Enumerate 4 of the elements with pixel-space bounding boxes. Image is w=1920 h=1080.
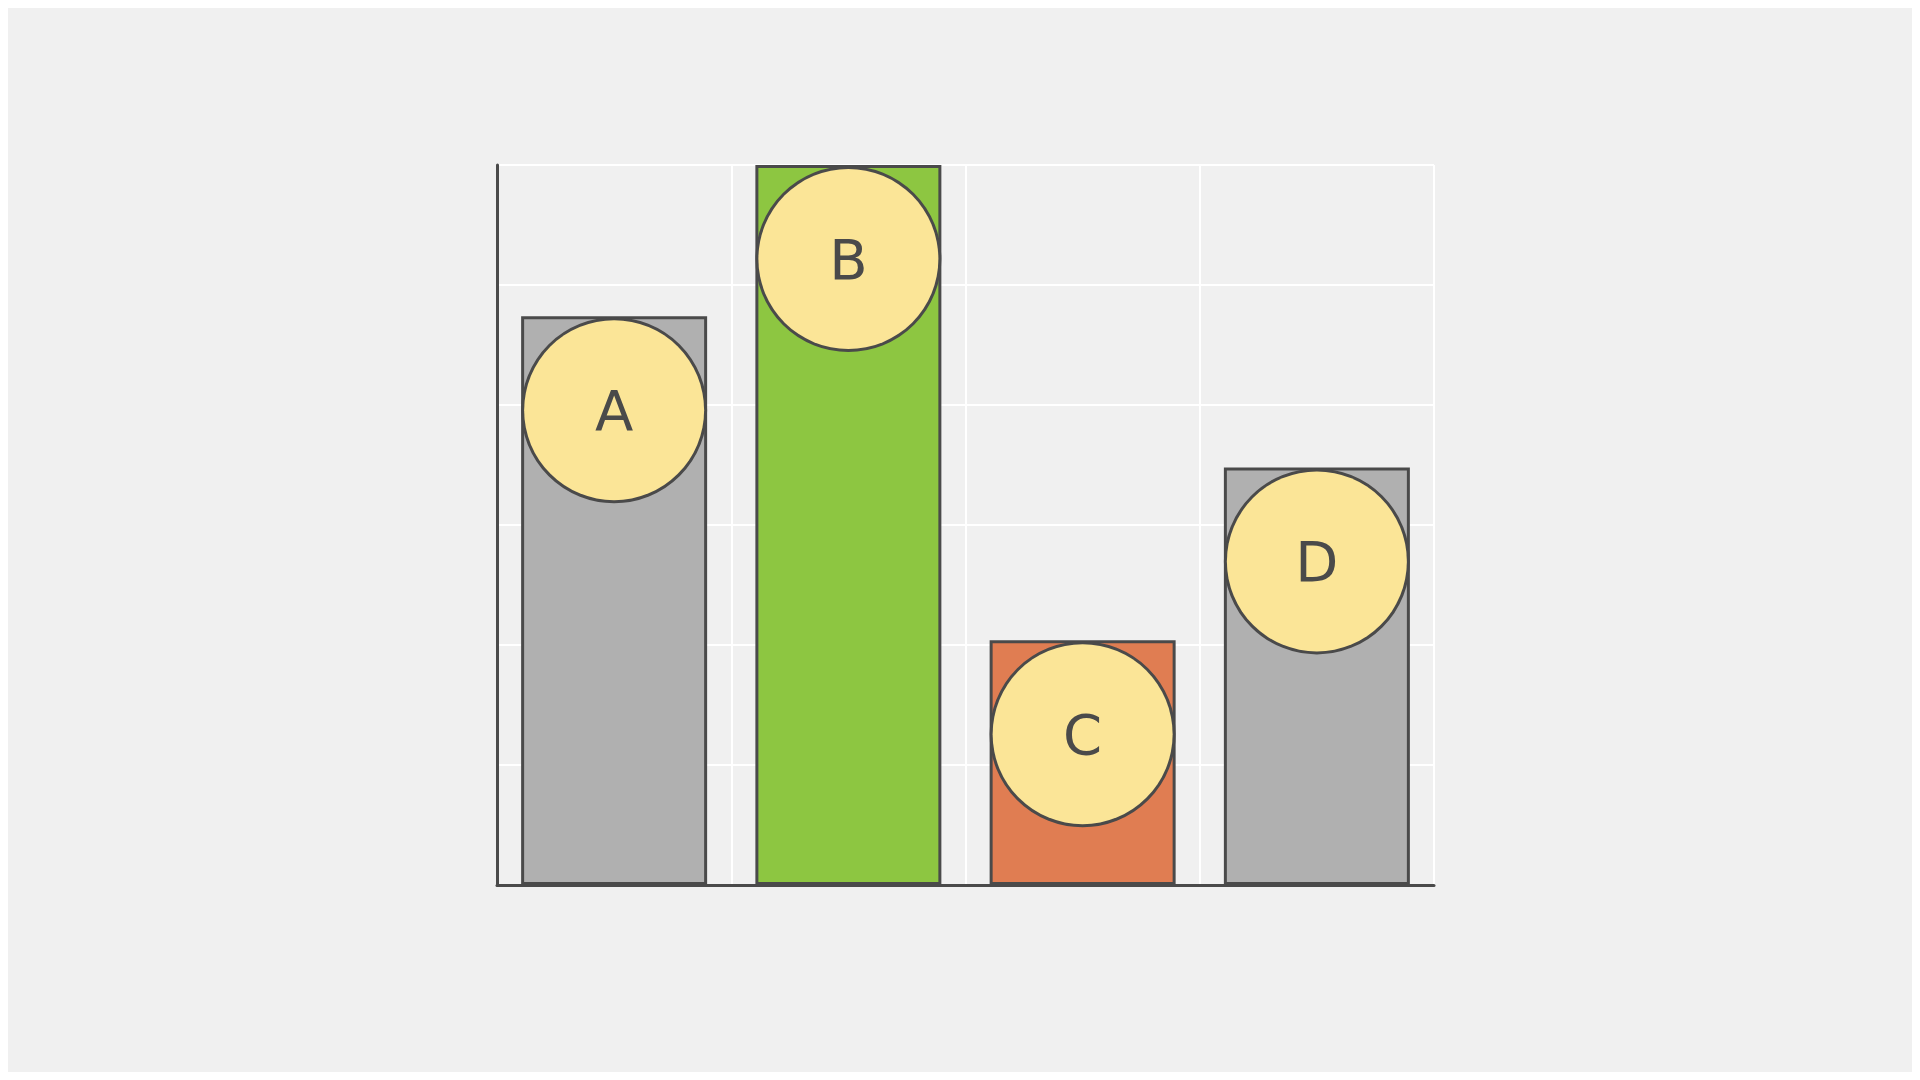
x-tick-label: C	[1063, 701, 1103, 767]
x-tick-label: D	[1295, 528, 1339, 594]
x-tick-label: B	[829, 226, 868, 292]
x-tick-label: A	[594, 377, 634, 443]
